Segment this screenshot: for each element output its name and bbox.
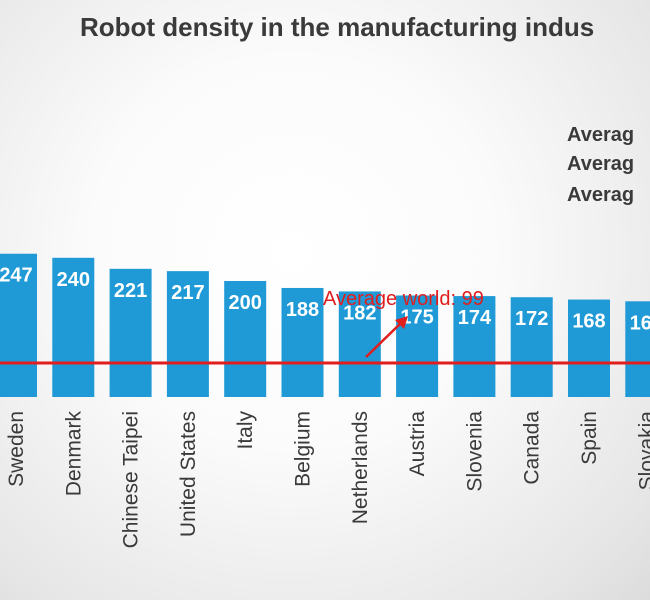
avg-legend-2: Averag bbox=[567, 153, 634, 175]
avg-legend-1: Averag bbox=[567, 124, 634, 146]
bar-value-canada: 172 bbox=[515, 308, 548, 330]
category-label-united-states: United States bbox=[177, 411, 200, 537]
bar-united-states bbox=[166, 271, 209, 397]
bar-value-united-states: 217 bbox=[171, 282, 204, 304]
average-arrow bbox=[365, 321, 403, 358]
bar-netherlands bbox=[338, 291, 381, 397]
bar-value-netherlands: 182 bbox=[343, 302, 376, 324]
bar-spain bbox=[568, 299, 610, 397]
category-label-canada: Canada bbox=[521, 411, 544, 485]
bar-italy bbox=[224, 281, 267, 397]
category-label-sweden: Sweden bbox=[5, 411, 28, 487]
bar-value-slovakia: 165 bbox=[630, 312, 650, 334]
bar-austria bbox=[396, 295, 439, 397]
bar-value-belgium: 188 bbox=[286, 299, 319, 321]
category-label-netherlands: Netherlands bbox=[349, 411, 372, 524]
category-label-chinese-taipei: Chinese Taipei bbox=[120, 411, 143, 548]
avg-legend-3: Averag bbox=[567, 184, 634, 206]
chart-title: Robot density in the manufacturing indus bbox=[80, 12, 594, 42]
category-label-denmark: Denmark bbox=[62, 411, 85, 497]
bar-value-sweden: 247 bbox=[0, 265, 33, 287]
bar-value-slovenia: 174 bbox=[458, 307, 492, 329]
category-label-slovakia: Slovakia bbox=[635, 411, 650, 491]
bar-value-chinese-taipei: 221 bbox=[114, 280, 147, 302]
category-label-italy: Italy bbox=[234, 411, 257, 450]
bar-canada bbox=[510, 297, 553, 397]
bar-value-denmark: 240 bbox=[57, 269, 90, 291]
category-label-austria: Austria bbox=[406, 411, 429, 477]
bar-chinese-taipei bbox=[109, 268, 152, 397]
average-world-label: Average world: 99 bbox=[323, 288, 484, 310]
bar-slovakia bbox=[625, 301, 650, 397]
bar-value-italy: 200 bbox=[229, 292, 262, 314]
category-label-spain: Spain bbox=[578, 411, 601, 465]
bar-slovenia bbox=[453, 296, 496, 397]
bar-denmark bbox=[52, 257, 95, 397]
bar-value-austria: 175 bbox=[400, 307, 433, 329]
bar-belgium bbox=[281, 287, 324, 397]
bar-sweden bbox=[0, 253, 37, 397]
category-labels: Sweden Denmark Chinese Taipei United States… bbox=[5, 411, 650, 549]
bar-value-spain: 168 bbox=[572, 311, 605, 333]
bars-group: 247 240 221 217 200 188 182 175 174 172 168 165 bbox=[0, 253, 650, 397]
category-label-slovenia: Slovenia bbox=[463, 411, 486, 492]
average-arrowhead bbox=[395, 316, 408, 329]
category-label-belgium: Belgium bbox=[292, 411, 315, 487]
